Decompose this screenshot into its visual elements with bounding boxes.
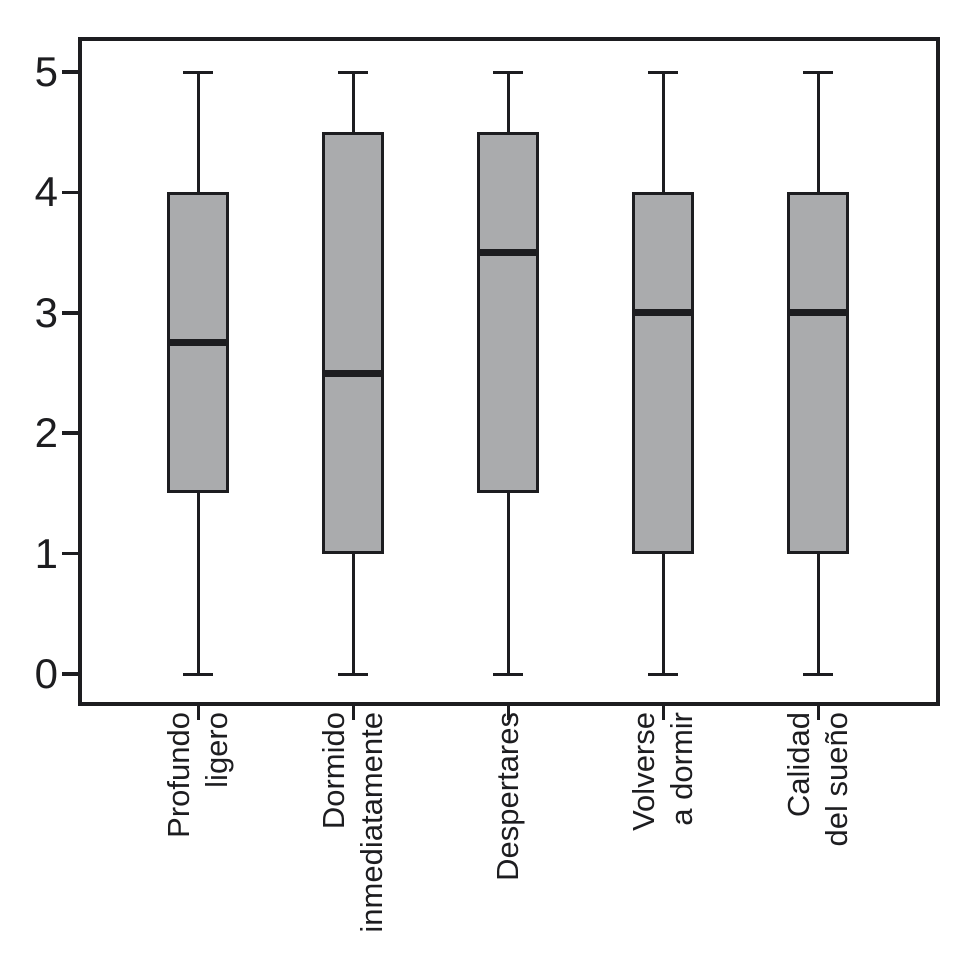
y-tick-label: 0 [34, 650, 58, 697]
median-line [322, 369, 384, 377]
median-line [167, 339, 229, 347]
whisker-upper [351, 72, 355, 133]
whisker-cap-lower [803, 672, 833, 676]
whisker-cap-upper [803, 70, 833, 74]
whisker-cap-upper [648, 70, 678, 74]
whisker-upper [816, 72, 820, 193]
y-axis-tick [62, 551, 78, 556]
x-axis-tick [351, 705, 355, 720]
whisker-cap-upper [183, 70, 213, 74]
x-axis-tick [196, 705, 200, 720]
whisker-lower [506, 493, 510, 674]
whisker-lower [661, 553, 665, 674]
x-category-label: Calidad del sueño [781, 712, 854, 847]
y-axis-tick [62, 190, 78, 195]
y-axis-tick [62, 431, 78, 435]
plot-frame [78, 37, 940, 706]
y-tick-label: 5 [34, 48, 58, 95]
whisker-cap-lower [183, 672, 213, 676]
whisker-upper [661, 72, 665, 193]
box-rect [477, 132, 539, 494]
y-tick-label: 1 [34, 529, 58, 577]
whisker-upper [506, 72, 510, 133]
y-tick-label: 3 [34, 288, 58, 336]
box-rect [787, 192, 849, 554]
x-category-label: Despertares [490, 712, 525, 881]
y-axis-tick [62, 311, 78, 315]
x-category-label: Profundo ligero [161, 712, 234, 838]
whisker-cap-lower [493, 672, 523, 676]
whisker-lower [351, 553, 355, 674]
y-tick-label: 4 [34, 168, 58, 216]
whisker-cap-upper [338, 70, 368, 74]
x-category-label: Volverse a dormir [626, 712, 699, 831]
x-axis-tick [816, 705, 820, 720]
y-tick-label: 2 [34, 409, 58, 457]
whisker-cap-lower [338, 672, 368, 676]
x-axis-tick [506, 705, 510, 720]
box-rect [322, 132, 384, 554]
whisker-cap-lower [648, 672, 678, 676]
whisker-lower [816, 553, 820, 674]
whisker-cap-upper [493, 70, 523, 74]
x-category-label: Dormido inmediatamente [316, 712, 389, 933]
whisker-lower [196, 493, 200, 674]
x-axis-tick [661, 705, 665, 720]
y-axis-tick [62, 672, 78, 676]
y-axis-tick [62, 70, 78, 74]
median-line [477, 249, 539, 257]
median-line [787, 309, 849, 317]
median-line [632, 309, 694, 317]
box-rect [632, 192, 694, 554]
whisker-upper [196, 72, 200, 193]
